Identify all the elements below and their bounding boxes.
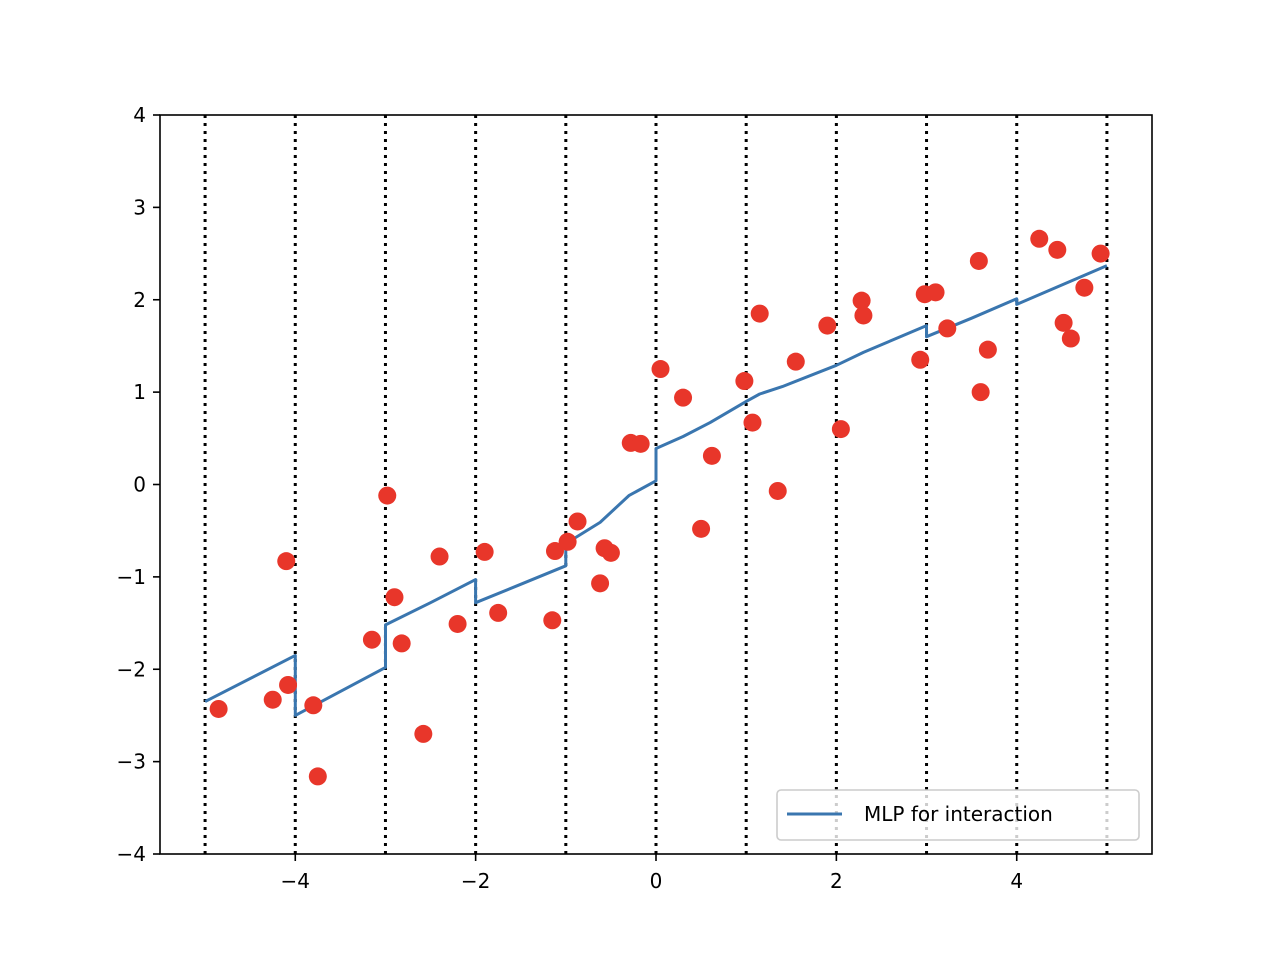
y-tick-label: 4 xyxy=(133,103,146,127)
scatter-point xyxy=(304,696,323,715)
scatter-point xyxy=(1061,329,1080,348)
scatter-point xyxy=(702,446,721,465)
scatter-point xyxy=(430,547,449,566)
scatter-point xyxy=(1054,313,1073,332)
scatter-point xyxy=(831,420,850,439)
scatter-point xyxy=(938,319,957,338)
scatter-point xyxy=(631,434,650,453)
scatter-point xyxy=(971,383,990,402)
y-tick-label: 0 xyxy=(133,473,146,497)
x-tick-label: −4 xyxy=(281,869,310,893)
scatter-point xyxy=(543,611,562,630)
scatter-point xyxy=(674,388,693,407)
y-tick-label: −3 xyxy=(117,750,146,774)
series-line-group xyxy=(204,264,1108,717)
scatter-point xyxy=(786,352,805,371)
x-tick-label: 0 xyxy=(650,869,663,893)
scatter-point xyxy=(854,306,873,325)
scatter-point xyxy=(852,291,871,310)
scatter-point xyxy=(414,724,433,743)
scatter-point xyxy=(279,675,298,694)
scatter-point xyxy=(378,486,397,505)
scatter-point xyxy=(385,588,404,607)
series-line-mlp xyxy=(204,264,1108,717)
scatter-point xyxy=(911,350,930,369)
scatter-point xyxy=(978,340,997,359)
scatter-point xyxy=(743,413,762,432)
scatter-point xyxy=(969,251,988,270)
scatter-points xyxy=(209,229,1110,786)
y-tick-label: −4 xyxy=(117,842,146,866)
scatter-point xyxy=(263,690,282,709)
scatter-point xyxy=(277,552,296,571)
scatter-point xyxy=(568,512,587,531)
scatter-point xyxy=(209,699,228,718)
scatter-point xyxy=(750,304,769,323)
scatter-point xyxy=(926,283,945,302)
scatter-point xyxy=(392,634,411,653)
scatter-point xyxy=(475,542,494,561)
scatter-point xyxy=(448,614,467,633)
y-tick-label: −1 xyxy=(117,565,146,589)
y-tick-label: 2 xyxy=(133,288,146,312)
x-tick-label: 2 xyxy=(830,869,843,893)
scatter-point xyxy=(1048,240,1067,259)
scatter-point xyxy=(601,543,620,562)
y-tick-label: 3 xyxy=(133,195,146,219)
scatter-point xyxy=(735,372,754,391)
scatter-point xyxy=(362,630,381,649)
scatter-point xyxy=(818,316,837,335)
scatter-point xyxy=(768,481,787,500)
scatter-point xyxy=(651,360,670,379)
scatter-point xyxy=(1030,229,1049,248)
scatter-point xyxy=(591,574,610,593)
legend-label: MLP for interaction xyxy=(864,802,1053,826)
scatter-point xyxy=(489,603,508,622)
scatter-point xyxy=(1091,244,1110,263)
scatter-point xyxy=(308,767,327,786)
x-axis-ticks: −4 −2 0 2 4 xyxy=(281,854,1023,893)
scatter-point xyxy=(692,519,711,538)
scatter-point xyxy=(558,532,577,551)
scatter-point xyxy=(1075,278,1094,297)
scatter-point xyxy=(545,542,564,561)
y-tick-label: −2 xyxy=(117,657,146,681)
y-axis-ticks: −4 −3 −2 −1 0 1 2 3 4 xyxy=(117,103,160,866)
vertical-reference-lines xyxy=(203,115,1109,854)
y-tick-label: 1 xyxy=(133,380,146,404)
legend-box xyxy=(776,789,1140,841)
x-tick-label: 4 xyxy=(1010,869,1023,893)
x-tick-label: −2 xyxy=(461,869,490,893)
legend: MLP for interaction xyxy=(776,789,1140,841)
